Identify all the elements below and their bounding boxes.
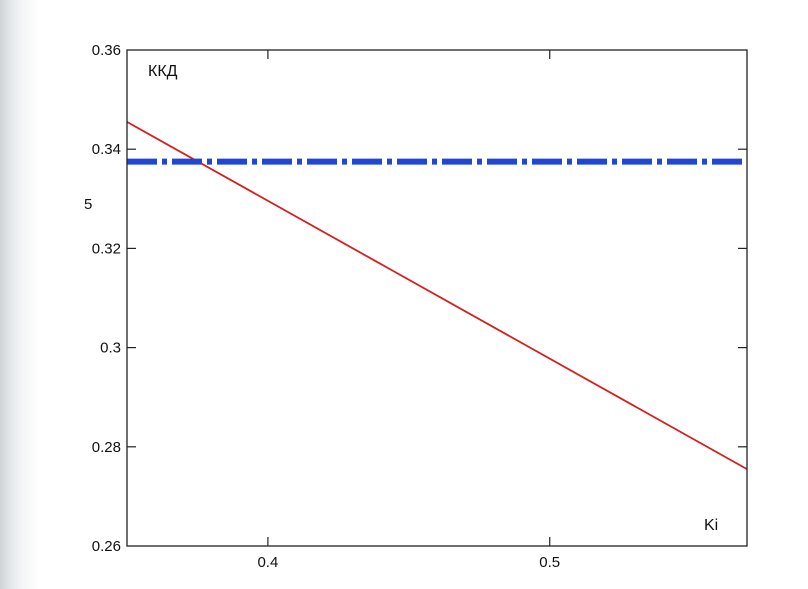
y-tick-label: 0.28 [92,439,121,456]
y-axis-label: ККД [148,63,178,80]
x-axis-label: Ki [704,517,718,534]
y-tick-label: 0.36 [92,42,121,59]
y-axis-side-label: 5 [84,196,92,213]
x-tick-label: 0.5 [539,554,560,571]
plot-frame [126,49,748,547]
y-tick-label: 0.3 [100,340,121,357]
series-line-1 [126,121,748,470]
y-tick-label: 0.26 [92,538,121,555]
x-tick-label: 0.4 [257,554,278,571]
y-tick-label: 0.32 [92,240,121,257]
y-tick-label: 0.34 [92,141,121,158]
